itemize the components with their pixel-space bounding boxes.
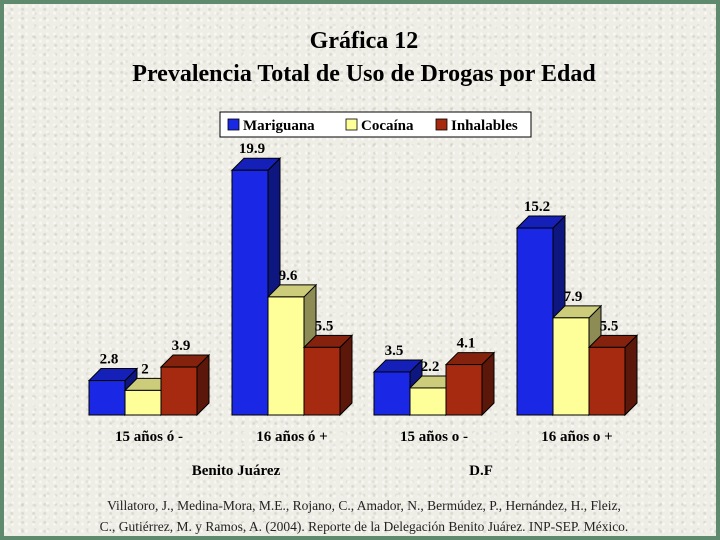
legend-label-inhalables: Inhalables [451,118,518,134]
data-label-cocaína-2: 9.6 [279,268,298,284]
bar-mariguana-2 [231,169,269,416]
bar-inhalables-4 [588,346,626,416]
data-label-cocaína-1: 2 [141,361,149,377]
bar-mariguana-4 [516,227,554,416]
group-label-1: Benito Juárez [192,463,281,479]
category-label-2: 16 años ó + [256,429,327,445]
bar-inhalables-2-side [339,334,353,417]
legend-swatch-mariguana [227,118,240,131]
bar-inhalables-3 [445,364,483,416]
bar-cocaína-2 [267,296,305,416]
bar-cocaína-3 [409,387,447,416]
source-citation-line-2: C., Gutiérrez, M. y Ramos, A. (2004). Re… [99,519,629,534]
source-citation-line-1: Villatoro, J., Medina-Mora, M.E., Rojano… [107,498,621,513]
bar-cocaína-4 [552,317,590,416]
legend-box [219,111,532,138]
data-label-inhalables-4: 5.5 [600,318,619,334]
data-label-inhalables-3: 4.1 [457,336,476,352]
data-label-mariguana-2: 19.9 [239,141,265,157]
legend-label-cocaína: Cocaína [361,118,414,134]
category-label-1: 15 años ó - [115,429,183,445]
legend-label-mariguana: Mariguana [243,118,315,134]
data-label-cocaína-4: 7.9 [564,289,583,305]
bar-mariguana-1 [88,380,126,416]
data-label-inhalables-1: 3.9 [172,338,191,354]
bar-cocaína-1 [124,389,162,416]
data-label-mariguana-4: 15.2 [524,199,550,215]
category-label-3: 15 años o - [400,429,468,445]
bar-inhalables-2 [303,346,341,416]
chart-title: Gráfica 12 [309,28,419,54]
category-label-4: 16 años o + [541,429,612,445]
bar-inhalables-1 [160,366,198,416]
data-label-cocaína-3: 2.2 [421,359,440,375]
bar-inhalables-4-side [624,334,638,417]
group-label-2: D.F [469,463,493,479]
data-label-mariguana-1: 2.8 [100,352,119,368]
bar-mariguana-3 [373,371,411,416]
data-label-inhalables-2: 5.5 [315,318,334,334]
legend-swatch-cocaína [345,118,358,131]
data-label-mariguana-3: 3.5 [385,343,404,359]
legend-swatch-inhalables [435,118,448,131]
chart-subtitle: Prevalencia Total de Uso de Drogas por E… [132,61,596,87]
